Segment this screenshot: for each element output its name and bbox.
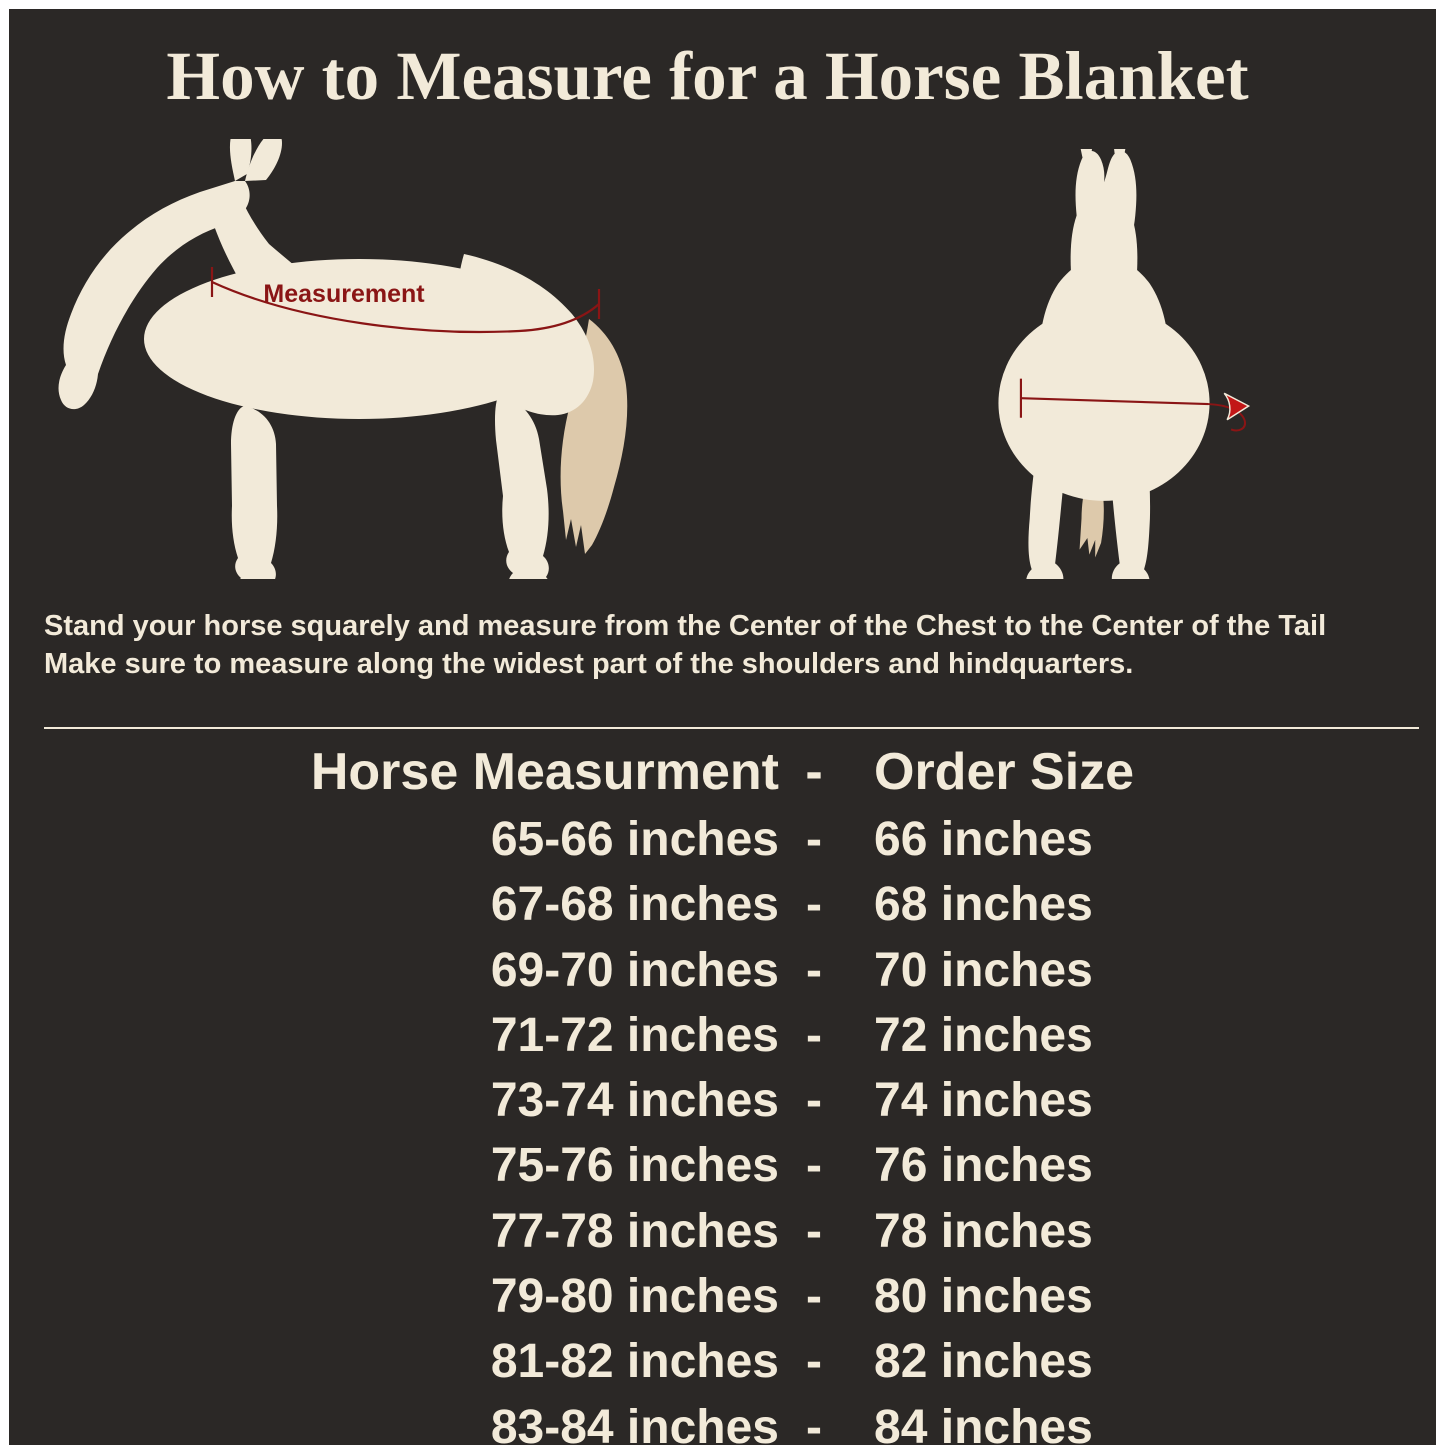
- svg-text:Measurement: Measurement: [263, 280, 425, 308]
